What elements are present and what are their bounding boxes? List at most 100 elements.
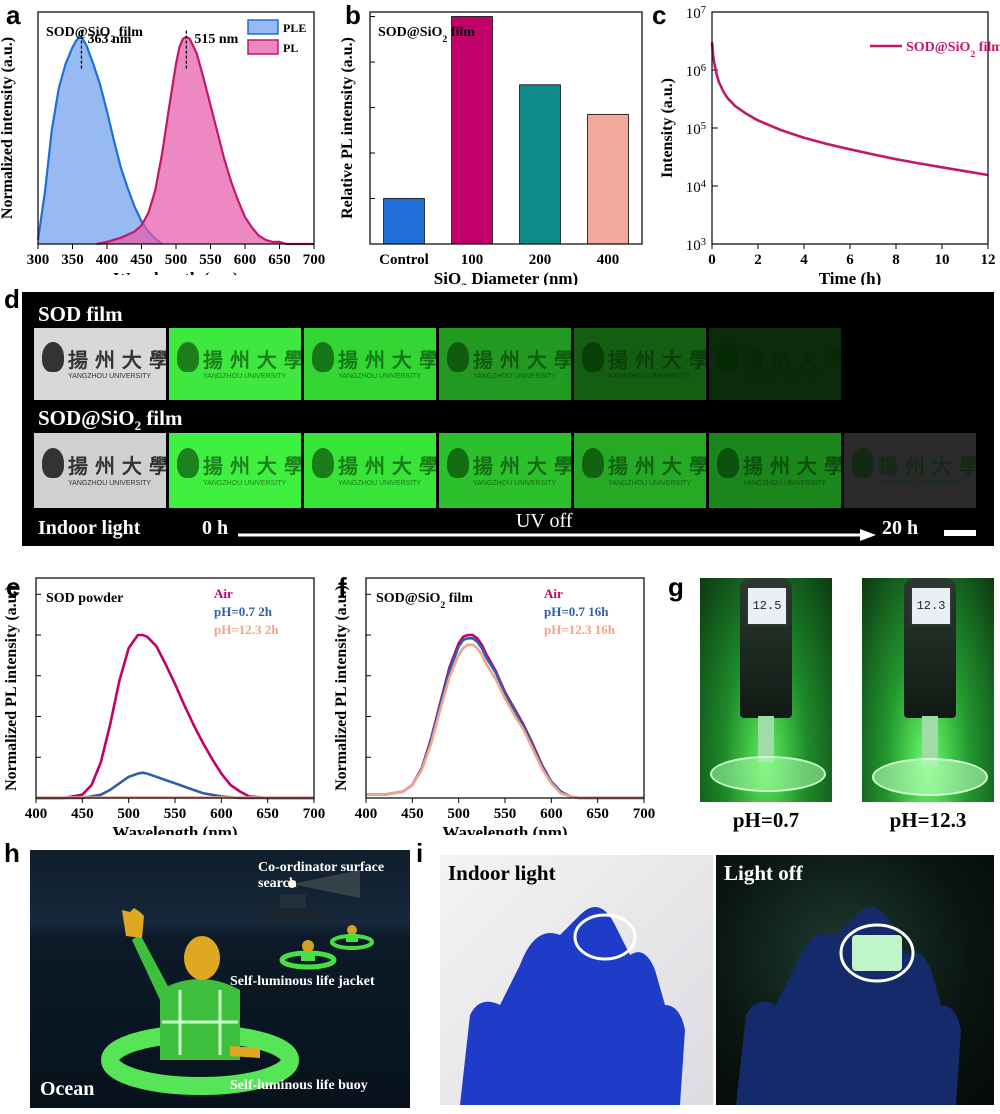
petri-dish-left	[710, 756, 826, 792]
stamp-english: YANGZHOU UNIVERSITY	[743, 479, 827, 487]
callout-search: Co-ordinator surface search	[258, 860, 385, 891]
x-tick-label: 450	[71, 806, 94, 822]
stamp-chinese: 揚 州 大 學	[608, 453, 706, 478]
stamp-chinese: 揚 州 大 學	[743, 347, 841, 372]
y-axis-label: Intensity (a.u.)	[659, 78, 676, 178]
film-tile: 揚 州 大 學 YANGZHOU UNIVERSITY	[709, 328, 841, 400]
x-axis-label: Wavelength (nm)	[112, 823, 237, 835]
ocean-scene	[101, 870, 374, 1095]
stamp-english: YANGZHOU UNIVERSITY	[203, 479, 287, 487]
panel-label-h: h	[4, 838, 20, 868]
panel-label-a: a	[6, 0, 21, 30]
glove-dark	[736, 907, 961, 1105]
y-tick-label: 106	[686, 63, 706, 81]
peak-label-0: 363 nm	[87, 32, 131, 47]
spectrum-1	[36, 771, 314, 800]
spectrum-0	[36, 633, 314, 800]
university-logo-icon	[177, 448, 199, 478]
person-far-2-jacket	[346, 934, 358, 942]
film-tile: 揚 州 大 學 YANGZHOU UNIVERSITY	[34, 433, 166, 508]
x-tick-label: 400	[597, 252, 620, 268]
film-tile: 揚 州 大 學 YANGZHOU UNIVERSITY	[169, 433, 301, 508]
indoor-light-label: Indoor light	[38, 517, 141, 539]
stamp-english: YANGZHOU UNIVERSITY	[338, 479, 422, 487]
stamp-chinese: 揚 州 大 學	[338, 453, 436, 478]
x-tick-label: 500	[447, 806, 470, 822]
x-tick-label: 400	[25, 806, 48, 822]
stamp-english: YANGZHOU UNIVERSITY	[743, 372, 827, 380]
stamp-english: YANGZHOU UNIVERSITY	[338, 372, 422, 380]
boat	[258, 908, 330, 922]
stamp-english: YANGZHOU UNIVERSITY	[878, 479, 962, 487]
chart-title: SOD powder	[46, 591, 123, 606]
ocean-label: Ocean	[40, 1078, 95, 1100]
callout-jacket: Self-luminous life jacket	[230, 974, 375, 989]
stamp-english: YANGZHOU UNIVERSITY	[203, 372, 287, 380]
legend-label-ple: PLE	[283, 21, 306, 35]
legend-label-1: pH=0.7 16h	[544, 604, 609, 619]
stamp-english: YANGZHOU UNIVERSITY	[608, 479, 692, 487]
stamp-english: YANGZHOU UNIVERSITY	[473, 372, 557, 380]
university-logo-icon	[42, 342, 64, 373]
x-tick-label: 400	[96, 252, 119, 268]
glove-indoor	[460, 907, 685, 1105]
row-label-sod-sio2-film: SOD@SiO2 film	[38, 406, 183, 434]
x-tick-label: 600	[234, 252, 257, 268]
life-jacket	[160, 979, 240, 1060]
panel-label-d: d	[4, 284, 20, 314]
ph-probe-right	[922, 716, 938, 766]
searchlight	[288, 880, 296, 888]
spectrum-1	[366, 637, 644, 800]
film-tile: 揚 州 大 學 YANGZHOU UNIVERSITY	[439, 328, 571, 400]
x-tick-label: 10	[935, 252, 950, 268]
y-axis-label: Normalized intensity (a.u.)	[0, 37, 16, 219]
stamp-english: YANGZHOU UNIVERSITY	[68, 372, 152, 380]
label-indoor-light: Indoor light	[448, 861, 556, 885]
callout-buoy: Self-luminous life buoy	[230, 1078, 368, 1093]
stamp-chinese: 揚 州 大 學	[473, 453, 571, 478]
x-tick-label: 500	[117, 806, 140, 822]
decay-curve	[710, 42, 989, 177]
university-logo-icon	[717, 448, 739, 478]
x-axis-label: SiO2 Diameter (nm)	[434, 269, 578, 285]
photo-ph-0-7: 12.5	[700, 578, 832, 802]
x-tick-label: 4	[800, 252, 808, 268]
x-tick-label: 0	[708, 252, 716, 268]
panel-label-g: g	[668, 572, 684, 602]
photo-ph-12-3: 12.3	[862, 578, 994, 802]
person-hand	[122, 908, 144, 938]
stamp-english: YANGZHOU UNIVERSITY	[608, 372, 692, 380]
x-tick-label: 700	[303, 252, 325, 268]
legend-label-2: pH=12.3 2h	[214, 622, 279, 637]
spectrum-0	[366, 633, 644, 800]
boat-cabin	[280, 894, 306, 908]
bar-400	[587, 113, 629, 245]
row-label-sod-film: SOD film	[38, 302, 123, 326]
y-tick-label: 103	[686, 237, 706, 255]
y-tick-label: 105	[686, 121, 706, 139]
legend-label-pl: PL	[283, 41, 298, 55]
label-ph-12-3: pH=12.3	[889, 808, 967, 832]
x-tick-label: 650	[268, 252, 291, 268]
stamp-chinese: 揚 州 大 學	[743, 453, 841, 478]
person-head	[184, 936, 220, 980]
x-tick-label: 350	[61, 252, 84, 268]
x-tick-label: 550	[164, 806, 187, 822]
x-axis-label: Time (h)	[819, 269, 882, 285]
ph-meter-display-left: 12.5	[746, 586, 788, 626]
x-axis-label: Wavelength (nm)	[442, 823, 567, 835]
film-tile: 揚 州 大 學 YANGZHOU UNIVERSITY	[34, 328, 166, 400]
film-tile: 揚 州 大 學 YANGZHOU UNIVERSITY	[439, 433, 571, 508]
uv-off-label: UV off	[516, 510, 573, 532]
x-tick-label: 600	[540, 806, 563, 822]
person-far-2-head	[347, 925, 357, 935]
x-tick-label: 2	[754, 252, 762, 268]
y-tick-label: 104	[686, 179, 707, 197]
highlight-circle-dark	[839, 923, 915, 983]
chart-e: Air pH=0.7 2h pH=12.3 2h 400 450 500 550 600 650…	[3, 577, 325, 835]
area-pl	[96, 36, 314, 245]
chart-b: Control 100 200 400 SiO2 Diameter (nm) Relati…	[339, 11, 643, 285]
stamp-english: YANGZHOU UNIVERSITY	[68, 479, 152, 487]
stamp-chinese: 揚 州 大 學	[878, 453, 976, 478]
